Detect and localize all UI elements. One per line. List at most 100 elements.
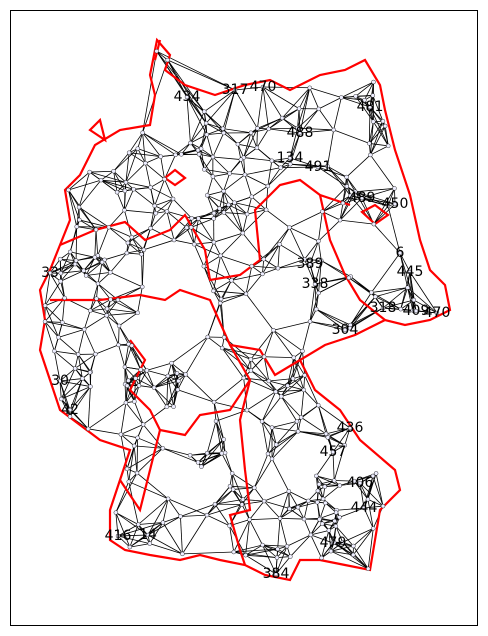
edge <box>146 362 172 371</box>
edge <box>49 272 61 282</box>
edge <box>399 252 411 273</box>
edge <box>303 518 312 536</box>
edge <box>316 451 334 477</box>
edge <box>263 500 290 509</box>
edge <box>126 249 144 254</box>
node <box>176 378 181 384</box>
edge <box>200 123 207 149</box>
edge <box>407 287 438 314</box>
edge <box>44 321 85 330</box>
edge <box>275 421 298 445</box>
edge <box>289 227 305 260</box>
node <box>205 334 210 340</box>
edge <box>150 213 157 229</box>
node <box>316 482 322 487</box>
edge <box>116 192 125 211</box>
node <box>108 270 113 275</box>
edge <box>83 310 91 330</box>
edge <box>280 396 298 422</box>
node-label: 384 <box>263 566 290 582</box>
node <box>165 57 170 63</box>
node <box>351 478 357 484</box>
node <box>371 119 376 124</box>
node <box>184 225 189 230</box>
node <box>87 169 92 175</box>
edge <box>137 286 143 313</box>
edge <box>199 153 213 158</box>
node <box>88 308 93 313</box>
edge <box>290 534 312 557</box>
node <box>88 384 93 389</box>
edge <box>117 535 131 548</box>
node <box>240 230 245 236</box>
edge <box>89 283 99 311</box>
edge <box>162 498 169 523</box>
node <box>337 217 343 223</box>
edge <box>128 481 139 525</box>
edge <box>237 144 245 158</box>
node <box>230 487 236 492</box>
node <box>342 443 347 448</box>
node <box>143 161 148 166</box>
node <box>339 95 344 100</box>
edge <box>328 530 332 552</box>
node <box>325 163 330 169</box>
node <box>265 183 271 189</box>
edge <box>254 458 273 488</box>
edge <box>287 385 304 391</box>
edge <box>60 398 71 417</box>
node <box>72 261 78 267</box>
node <box>273 389 278 394</box>
edge <box>206 128 224 136</box>
node-label: 470 <box>250 79 277 95</box>
edge <box>120 434 138 439</box>
edge <box>222 347 265 358</box>
edge <box>117 535 150 544</box>
node <box>162 177 167 182</box>
node <box>248 368 254 373</box>
node <box>240 497 246 502</box>
node <box>221 210 227 215</box>
edge <box>166 380 179 407</box>
edge <box>234 202 244 234</box>
edge <box>268 380 288 387</box>
node <box>148 226 153 231</box>
node <box>202 109 207 114</box>
edge <box>128 445 135 482</box>
edge <box>90 308 108 312</box>
node <box>115 297 121 303</box>
edge <box>303 389 319 406</box>
edge <box>115 481 130 513</box>
node <box>316 106 321 112</box>
node <box>135 435 140 441</box>
edge <box>145 156 161 164</box>
edge <box>300 389 305 418</box>
node <box>328 548 334 554</box>
edge <box>229 525 235 553</box>
edge <box>125 162 146 183</box>
node <box>93 351 98 357</box>
edge <box>332 451 335 481</box>
edge <box>79 219 109 228</box>
edge <box>133 445 138 474</box>
node <box>210 174 216 179</box>
node <box>151 385 157 390</box>
edge <box>173 373 178 407</box>
edge <box>156 50 207 124</box>
edge <box>245 519 250 556</box>
node <box>319 258 324 263</box>
edge <box>375 287 408 298</box>
edge <box>268 380 282 397</box>
edge <box>233 487 255 490</box>
edge <box>223 212 244 234</box>
node <box>104 313 109 318</box>
node <box>183 372 188 377</box>
node <box>277 242 282 247</box>
edge <box>237 128 258 145</box>
edge <box>214 485 231 505</box>
node <box>295 505 301 510</box>
node <box>323 431 329 437</box>
edge <box>275 556 291 575</box>
edge <box>150 187 174 200</box>
edge <box>361 188 395 199</box>
